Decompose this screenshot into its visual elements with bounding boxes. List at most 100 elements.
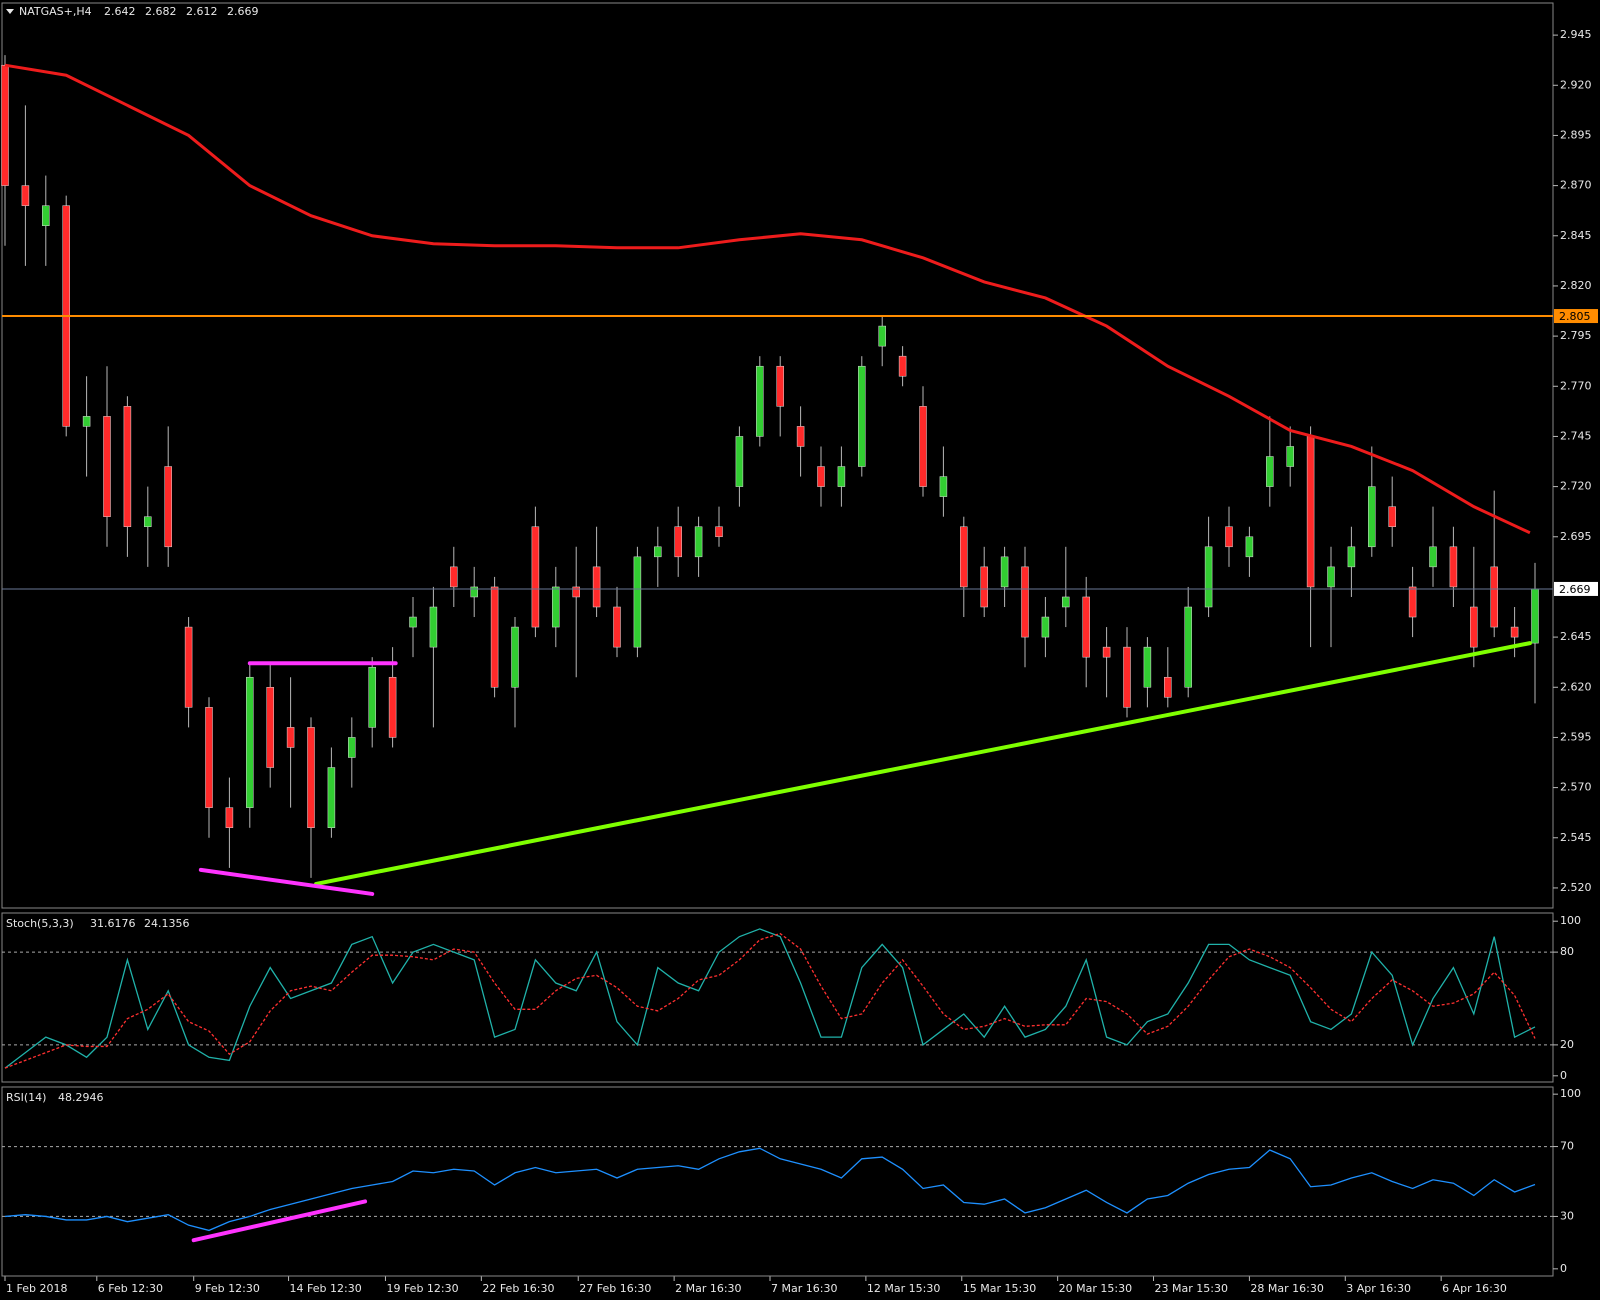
candle-body	[1062, 596, 1070, 608]
candle-body	[858, 365, 866, 467]
y-tick-label: 2.745	[1560, 429, 1592, 442]
candle-body	[1245, 536, 1254, 558]
x-tick-label: 3 Apr 16:30	[1346, 1282, 1411, 1295]
candle-body	[511, 626, 519, 688]
candle-body	[82, 416, 91, 427]
candle-body	[1510, 626, 1519, 638]
x-tick-label: 12 Mar 15:30	[867, 1282, 940, 1295]
y-tick-label: 2.945	[1560, 28, 1592, 41]
y-tick-label: 2.595	[1560, 730, 1592, 743]
candle-body	[450, 566, 458, 588]
candle-body	[164, 466, 172, 548]
rsi-value: 48.2946	[58, 1091, 104, 1104]
high: 2.682	[145, 5, 177, 18]
x-tick-label: 6 Apr 16:30	[1442, 1282, 1507, 1295]
candle-body	[429, 606, 438, 648]
candle-body	[1225, 526, 1233, 548]
candle-body	[1490, 566, 1498, 628]
candle-body	[123, 406, 132, 527]
x-tick-label: 22 Feb 16:30	[482, 1282, 554, 1295]
candle-body	[1368, 486, 1376, 548]
candle-body	[1388, 506, 1396, 527]
y-tick-label: 2.820	[1560, 279, 1592, 292]
candle-body	[1000, 556, 1009, 588]
trendline	[198, 867, 375, 896]
candle-body	[1184, 606, 1192, 688]
candle-body	[1449, 546, 1458, 588]
x-tick-label: 28 Mar 16:30	[1250, 1282, 1323, 1295]
candle-body	[1, 64, 9, 186]
x-tick-label: 7 Mar 16:30	[771, 1282, 837, 1295]
low: 2.612	[186, 5, 218, 18]
indicator-line	[4, 1147, 1536, 1232]
candle-body	[368, 666, 376, 728]
candle-body	[633, 556, 642, 648]
panel-frame	[1, 1086, 1554, 1277]
y-tick-label: 2.895	[1560, 128, 1592, 141]
candle-body	[1204, 546, 1213, 608]
candle-body	[776, 365, 784, 407]
y-tick-label: 0	[1560, 1262, 1567, 1275]
candle-body	[1021, 566, 1029, 638]
candle-body	[919, 406, 927, 487]
y-tick-label: 2.645	[1560, 630, 1592, 643]
last-price-label: 2.669	[1559, 583, 1591, 596]
candle-body	[715, 526, 723, 538]
candle-body	[1470, 606, 1478, 648]
x-tick-label: 27 Feb 16:30	[579, 1282, 651, 1295]
candle-body	[878, 325, 886, 347]
candle-body	[796, 426, 805, 447]
y-tick-label: 2.695	[1560, 530, 1592, 543]
y-tick-label: 2.795	[1560, 329, 1592, 342]
candle-body	[205, 707, 213, 808]
y-tick-label: 2.770	[1560, 379, 1592, 392]
y-tick-label: 2.570	[1560, 781, 1592, 794]
candle-body	[42, 205, 50, 226]
candle-body	[1306, 436, 1315, 588]
y-tick-label: 2.870	[1560, 179, 1592, 192]
level-price-label: 2.805	[1559, 310, 1591, 323]
y-tick-label: 70	[1560, 1140, 1574, 1153]
y-tick-label: 80	[1560, 945, 1574, 958]
candle-body	[388, 676, 397, 738]
candle-body	[246, 676, 254, 808]
candle-body	[1286, 446, 1294, 467]
candle-body	[1266, 456, 1274, 487]
candle-body	[1347, 546, 1356, 568]
x-tick-label: 19 Feb 12:30	[386, 1282, 458, 1295]
candle-body	[225, 807, 234, 828]
candle-body	[1531, 588, 1539, 644]
candle-body	[327, 767, 336, 828]
candle-body	[1123, 646, 1131, 708]
candle-body	[898, 355, 907, 377]
trendline	[314, 641, 1532, 886]
y-tick-label: 20	[1560, 1038, 1574, 1051]
y-tick-label: 100	[1560, 1087, 1581, 1100]
y-tick-label: 2.845	[1560, 229, 1592, 242]
open: 2.642	[104, 5, 136, 18]
candle-body	[286, 727, 295, 748]
candle-body	[939, 476, 948, 497]
x-tick-label: 6 Feb 12:30	[98, 1282, 163, 1295]
candle-body	[756, 365, 764, 437]
x-tick-label: 20 Mar 15:30	[1059, 1282, 1132, 1295]
candle-body	[613, 606, 621, 648]
stoch-title: Stoch(5,3,3)	[6, 917, 74, 930]
panel-frame	[1, 2, 1554, 909]
indicator-line	[4, 932, 1536, 1069]
candle-body	[592, 566, 601, 608]
x-tick-label: 9 Feb 12:30	[195, 1282, 260, 1295]
candle-body	[837, 466, 846, 487]
candle-body	[307, 727, 315, 828]
menu-arrow[interactable]	[6, 9, 14, 14]
candle-body	[1041, 616, 1050, 638]
candle-body	[1082, 596, 1090, 658]
candle-body	[735, 436, 744, 487]
candle-body	[1429, 546, 1437, 568]
stoch-signal: 24.1356	[144, 917, 190, 930]
candle-body	[470, 586, 478, 598]
candle-body	[1102, 646, 1111, 658]
candle-body	[572, 586, 580, 598]
